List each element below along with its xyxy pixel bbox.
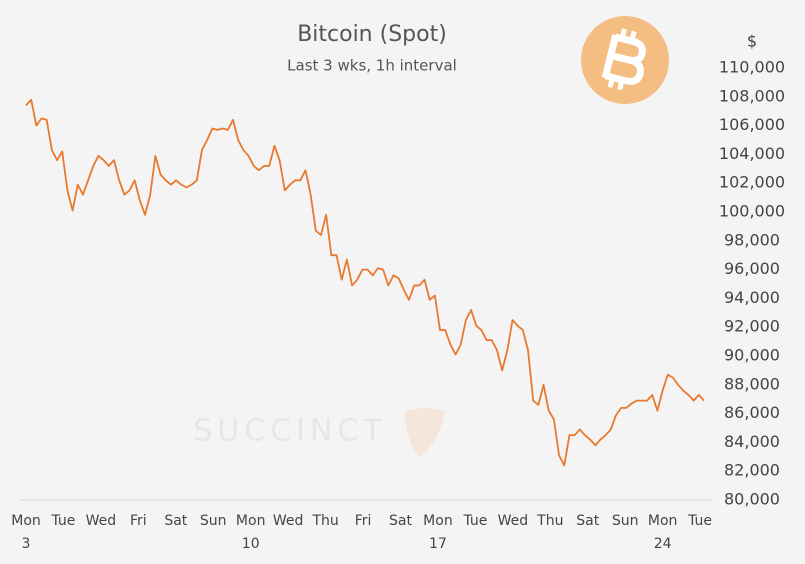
x-tick-label: Sun	[612, 513, 639, 529]
watermark-logo	[405, 408, 445, 458]
y-tick-label: 82,000	[724, 461, 780, 480]
y-tick-label: 102,000	[719, 173, 785, 192]
x-date-label: 17	[429, 536, 447, 552]
y-tick-label: 108,000	[719, 86, 785, 105]
y-tick-label: 106,000	[719, 115, 785, 134]
y-tick-label: 88,000	[724, 374, 780, 393]
y-tick-label: 80,000	[724, 490, 780, 509]
y-tick-label: 84,000	[724, 432, 780, 451]
x-tick-label: Wed	[86, 513, 117, 529]
price-line	[25, 98, 705, 467]
y-tick-label: 100,000	[719, 202, 785, 221]
x-tick-label: Fri	[355, 513, 372, 529]
y-tick-label: 90,000	[724, 346, 780, 365]
chart-subtitle: Last 3 wks, 1h interval	[287, 57, 457, 75]
x-tick-label: Sat	[164, 513, 187, 529]
y-tick-label: 98,000	[724, 230, 780, 249]
x-date-label: 10	[242, 536, 260, 552]
x-tick-label: Sat	[389, 513, 412, 529]
x-tick-label: Thu	[536, 513, 563, 529]
x-tick-label: Sun	[200, 513, 227, 529]
x-tick-label: Tue	[462, 513, 487, 529]
chart-title: Bitcoin (Spot)	[297, 22, 447, 47]
x-tick-label: Thu	[311, 513, 338, 529]
x-tick-label: Mon	[11, 513, 41, 529]
x-tick-label: Mon	[236, 513, 266, 529]
bitcoin-logo	[581, 16, 669, 104]
x-tick-label: Mon	[423, 513, 453, 529]
y-tick-label: 86,000	[724, 403, 780, 422]
x-date-label: 3	[22, 536, 31, 552]
x-tick-label: Mon	[648, 513, 678, 529]
y-tick-label: 92,000	[724, 317, 780, 336]
x-tick-label: Wed	[273, 513, 304, 529]
x-tick-label: Fri	[130, 513, 147, 529]
x-tick-label: Tue	[50, 513, 75, 529]
y-tick-label: 94,000	[724, 288, 780, 307]
x-tick-label: Wed	[498, 513, 529, 529]
y-tick-label: 104,000	[719, 144, 785, 163]
x-tick-label: Tue	[687, 513, 712, 529]
y-tick-label: 110,000	[719, 58, 785, 77]
y-axis-label: $	[747, 32, 757, 51]
watermark: SUCCINCT	[193, 414, 386, 449]
x-date-label: 24	[654, 536, 672, 552]
y-tick-label: 96,000	[724, 259, 780, 278]
x-tick-label: Sat	[576, 513, 599, 529]
